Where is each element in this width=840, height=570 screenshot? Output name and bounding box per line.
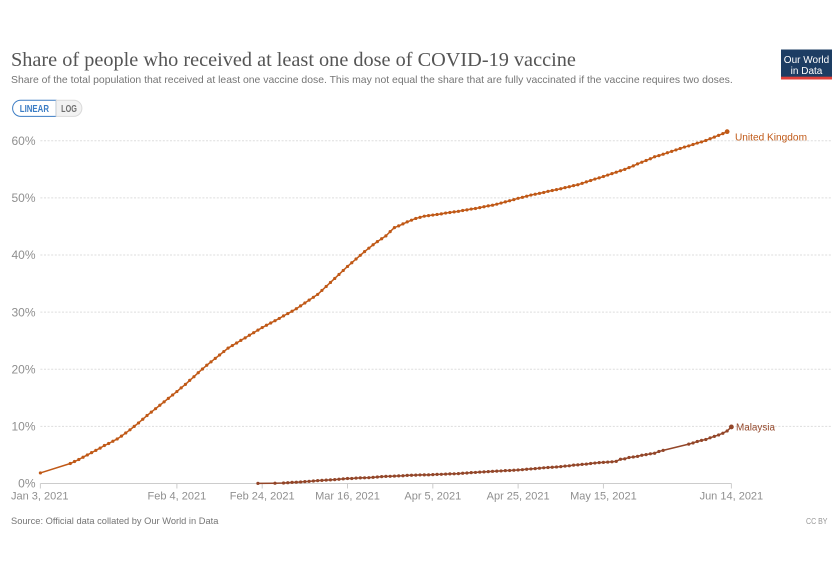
svg-text:CC BY: CC BY [806,516,828,526]
svg-text:May 15, 2021: May 15, 2021 [570,491,637,503]
svg-text:20%: 20% [11,362,35,376]
svg-text:60%: 60% [11,134,35,148]
svg-text:Feb 4, 2021: Feb 4, 2021 [148,491,207,503]
svg-text:Our World: Our World [784,55,829,66]
svg-text:Source: Official data collated: Source: Official data collated by Our Wo… [11,516,219,526]
svg-text:United Kingdom: United Kingdom [735,132,807,144]
svg-text:10%: 10% [11,420,35,434]
svg-text:in Data: in Data [791,66,823,77]
svg-text:Jan 3, 2021: Jan 3, 2021 [11,491,69,503]
svg-text:Apr 25, 2021: Apr 25, 2021 [487,491,550,503]
svg-text:30%: 30% [11,305,35,319]
svg-text:Share of the total population: Share of the total population that recei… [11,75,733,86]
svg-text:50%: 50% [11,191,35,205]
svg-text:LOG: LOG [61,104,77,115]
svg-text:0%: 0% [18,477,36,491]
svg-text:Mar 16, 2021: Mar 16, 2021 [315,491,380,503]
svg-text:Share of people who received a: Share of people who received at least on… [11,49,576,71]
svg-text:Jun 14, 2021: Jun 14, 2021 [700,491,764,503]
svg-text:Malaysia: Malaysia [736,422,775,434]
svg-text:LINEAR: LINEAR [20,104,50,115]
svg-text:Apr 5, 2021: Apr 5, 2021 [404,491,461,503]
svg-text:40%: 40% [11,248,35,262]
svg-text:Feb 24, 2021: Feb 24, 2021 [230,491,295,503]
